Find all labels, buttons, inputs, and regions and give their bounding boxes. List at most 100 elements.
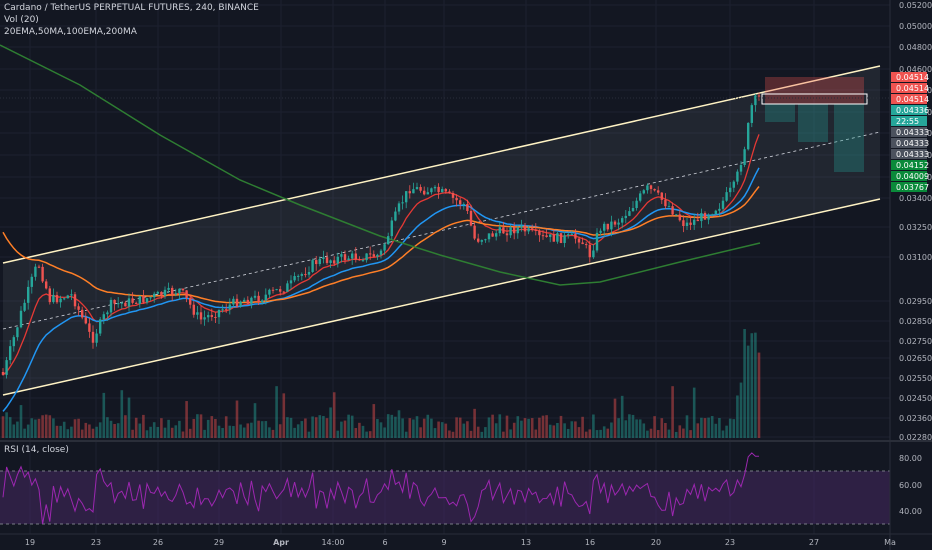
candle-body: [451, 193, 455, 198]
rsi-pane[interactable]: [0, 452, 890, 525]
volume-bar: [746, 345, 750, 438]
candle-body: [55, 295, 59, 303]
candle-body: [545, 235, 548, 237]
volume-bar: [437, 421, 440, 438]
time-axis[interactable]: 19 23 26 29 Apr 14:00 6 9 13 16 20 23 27 Ma: [25, 538, 896, 547]
time-label: 23: [91, 538, 101, 547]
channel-drawing[interactable]: [2, 65, 881, 396]
candle-body: [570, 233, 573, 235]
volume-bar: [419, 427, 422, 438]
volume-bar: [116, 423, 120, 438]
volume-bar: [44, 414, 48, 438]
candle-body: [81, 309, 84, 318]
volume-bar: [538, 417, 541, 438]
time-label: 9: [441, 538, 446, 547]
candle-body: [16, 327, 19, 338]
symbol-title[interactable]: Cardano / TetherUS PERPETUAL FUTURES, 24…: [4, 3, 259, 13]
volume-bar: [541, 415, 545, 438]
price-tag: [891, 72, 927, 82]
candle-body: [523, 225, 527, 232]
price-label: 0.02450: [899, 394, 932, 403]
volume-bar: [80, 429, 84, 438]
volume-bar: [253, 403, 257, 438]
candle-body: [199, 312, 203, 320]
candle-body: [685, 222, 689, 227]
candle-body: [156, 291, 159, 294]
volume-bar: [430, 418, 433, 438]
volume-bar: [354, 428, 358, 438]
volume-bar: [383, 427, 386, 438]
volume-bar: [275, 386, 278, 438]
volume-bar: [548, 424, 552, 438]
volume-bar: [646, 430, 649, 438]
candle-body: [246, 299, 249, 304]
price-tag-text: 0.04514: [896, 73, 929, 82]
candle-body: [376, 254, 379, 257]
candle-body: [261, 300, 264, 303]
candle-body: [505, 233, 509, 236]
rsi-label[interactable]: RSI (14, close): [4, 445, 69, 455]
rsi-axis-label: 60.00: [899, 481, 922, 490]
candle-body: [718, 208, 721, 211]
volume-bar: [412, 419, 415, 438]
indicator-vol-label[interactable]: Vol (20): [4, 15, 39, 25]
candle-body: [563, 235, 566, 243]
volume-bar: [520, 420, 523, 438]
main-pane[interactable]: [0, 0, 890, 440]
price-label: 0.02360: [899, 414, 932, 423]
candle-body: [642, 190, 645, 194]
indicator-ma-label[interactable]: 20EMA,50MA,100EMA,200MA: [4, 27, 137, 37]
candle-body: [293, 276, 296, 281]
volume-bar: [278, 424, 282, 438]
candle-body: [678, 214, 681, 221]
volume-bar: [210, 416, 214, 438]
volume-bar: [192, 418, 196, 438]
volume-bar: [563, 423, 566, 438]
candle-body: [455, 197, 458, 201]
candle-body: [163, 289, 167, 296]
rsi-axis-label: 80.00: [899, 454, 922, 463]
volume-bar: [84, 422, 88, 438]
candle-body: [322, 257, 325, 259]
position-tool[interactable]: [0, 77, 890, 172]
volume-bar: [710, 416, 714, 438]
volume-bar: [167, 419, 170, 438]
volume-bar: [556, 422, 559, 438]
volume-bar: [221, 427, 224, 438]
price-label: 0.02280: [899, 433, 932, 442]
volume-bar: [304, 418, 307, 438]
candle-body: [408, 191, 411, 194]
candle-body: [412, 189, 415, 194]
candle-body: [279, 289, 282, 292]
volume-bar: [224, 416, 228, 438]
candle-body: [682, 220, 685, 227]
volume-bar: [12, 424, 16, 438]
candle-body: [253, 295, 257, 298]
price-tag-text: 0.04333: [896, 150, 929, 159]
volume-bar: [257, 420, 260, 438]
volume-bar: [163, 427, 167, 438]
candle-body: [145, 298, 149, 303]
candle-body: [34, 266, 37, 277]
volume-bar: [502, 431, 505, 438]
volume-bar: [307, 431, 311, 438]
candle-body: [343, 254, 347, 261]
volume-bar: [613, 398, 617, 438]
candle-body: [113, 299, 116, 304]
candle-body: [221, 309, 224, 311]
channel-fill: [3, 66, 880, 395]
candle-body: [711, 214, 714, 216]
candle-body: [430, 188, 433, 193]
candle-body: [509, 227, 512, 236]
volume-bar: [415, 416, 419, 438]
volume-bar: [552, 425, 556, 438]
candle-body: [541, 235, 545, 237]
candle-body: [617, 222, 620, 225]
stop-loss-zone: [765, 77, 864, 104]
volume-bar: [343, 420, 347, 438]
volume-bar: [62, 421, 66, 438]
volume-bar: [91, 428, 95, 438]
volume-bar: [462, 423, 466, 438]
